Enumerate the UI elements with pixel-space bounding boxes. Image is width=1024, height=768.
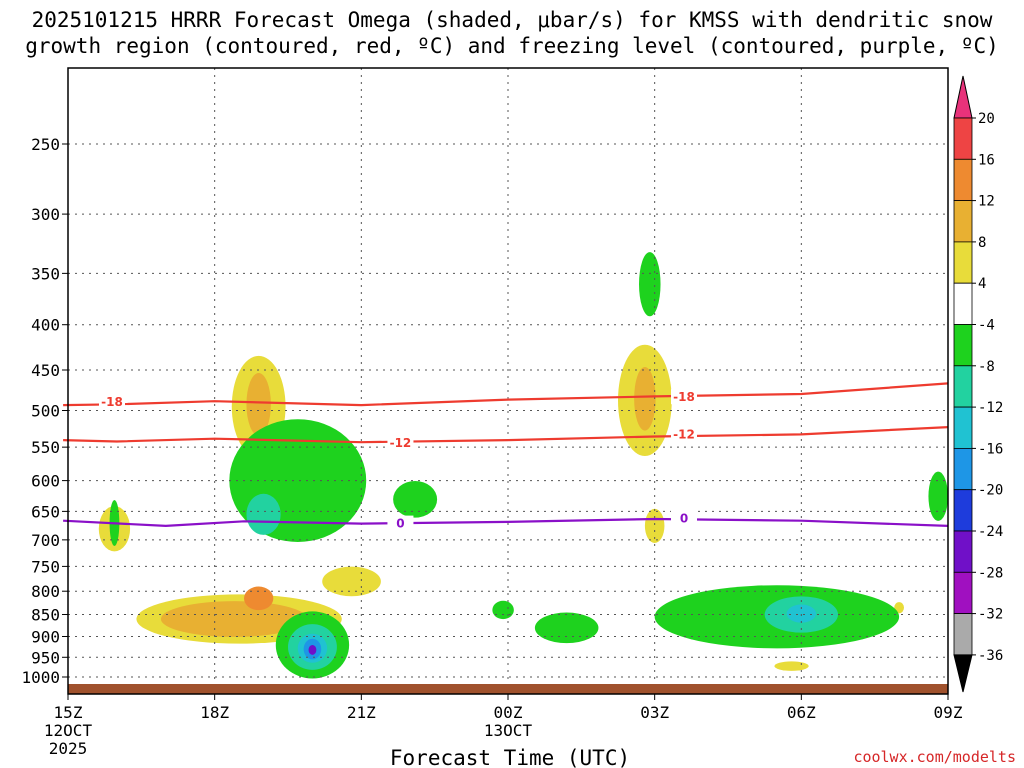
y-tick-label: 800 bbox=[31, 582, 60, 601]
colorbar-swatch bbox=[953, 613, 973, 656]
x-tick-label: 15Z bbox=[54, 703, 83, 722]
y-tick-label: 500 bbox=[31, 402, 60, 421]
dgz-contour-label-bg bbox=[387, 434, 414, 450]
colorbar-swatch bbox=[953, 447, 973, 491]
colorbar-swatch bbox=[953, 530, 973, 573]
ground-surface bbox=[68, 684, 948, 694]
title-line-2: growth region (contoured, red, ºC) and f… bbox=[25, 34, 999, 58]
y-tick-label: 450 bbox=[31, 361, 60, 380]
omega-region bbox=[246, 493, 281, 535]
chart-title: 2025101215 HRRR Forecast Omega (shaded, … bbox=[25, 8, 999, 58]
y-tick-label: 600 bbox=[31, 472, 60, 491]
omega-region bbox=[644, 508, 665, 543]
x-tick-label: 18Z bbox=[200, 703, 229, 722]
x-tick-date: 13OCT bbox=[484, 721, 533, 740]
colorbar-label: 4 bbox=[978, 276, 986, 292]
colorbar-swatch bbox=[953, 571, 973, 614]
y-tick-label: 900 bbox=[31, 627, 60, 646]
omega-region bbox=[928, 471, 948, 521]
colorbar-label: -8 bbox=[978, 359, 995, 375]
y-tick-label: 950 bbox=[31, 648, 60, 667]
colorbar-label: 16 bbox=[978, 152, 995, 168]
dgz-contour-label-bg bbox=[671, 389, 697, 405]
colorbar-top-arrow bbox=[953, 75, 973, 119]
colorbar-label: -24 bbox=[978, 524, 1003, 540]
omega-region bbox=[322, 566, 381, 597]
omega-region bbox=[894, 602, 904, 614]
colorbar-swatch bbox=[953, 406, 973, 449]
omega-region bbox=[492, 600, 514, 620]
omega-region bbox=[246, 372, 271, 436]
omega-region bbox=[243, 586, 274, 611]
omega-region bbox=[393, 481, 438, 518]
omega-region bbox=[160, 601, 308, 637]
colorbar-label: -36 bbox=[978, 648, 1003, 664]
axes: 250 300 350 400 450 500 550 600 650 700 750 800 850 9… bbox=[21, 67, 963, 758]
omega-region bbox=[634, 367, 656, 431]
dgz-contour-label-bg bbox=[671, 426, 697, 442]
colorbar-label: -12 bbox=[978, 400, 1003, 416]
dgz-contour-line bbox=[63, 382, 949, 407]
dgz-contour-label: -18 bbox=[101, 395, 123, 409]
colorbar-label: -4 bbox=[978, 318, 995, 334]
colorbar-label: 12 bbox=[978, 194, 995, 210]
omega-region bbox=[639, 252, 661, 317]
x-axis-label: Forecast Time (UTC) bbox=[390, 746, 630, 768]
freezing-contour-line bbox=[63, 517, 949, 528]
colorbar-label: 8 bbox=[978, 235, 986, 251]
y-tick-label: 850 bbox=[31, 606, 60, 625]
colorbar-swatch bbox=[953, 324, 973, 367]
colorbar-swatch bbox=[953, 365, 973, 408]
dgz-contour-line bbox=[63, 426, 949, 444]
freezing-contour-label-bg bbox=[387, 515, 414, 531]
y-tick-label: 250 bbox=[31, 135, 60, 154]
y-tick-label: 400 bbox=[31, 316, 60, 335]
freezing-contour-label: 0 bbox=[396, 517, 404, 531]
dgz-contour-label: -18 bbox=[673, 390, 695, 404]
omega-region bbox=[774, 661, 809, 671]
dgz-contour-label-bg bbox=[99, 393, 125, 409]
y-tick-label: 750 bbox=[31, 557, 60, 576]
colorbar-label: -32 bbox=[978, 607, 1003, 623]
x-tick-label: 21Z bbox=[347, 703, 376, 722]
colorbar-swatch bbox=[953, 117, 973, 160]
y-tick-label: 550 bbox=[31, 438, 60, 457]
colorbar-swatch bbox=[953, 489, 973, 532]
colorbar-swatch bbox=[953, 282, 973, 325]
y-tick-label: 700 bbox=[31, 531, 60, 550]
plot-area bbox=[67, 68, 949, 694]
colorbar-swatch bbox=[953, 158, 973, 202]
x-tick-date: 12OCT bbox=[44, 721, 93, 740]
x-tick-label: 03Z bbox=[640, 703, 669, 722]
x-tick-label: 09Z bbox=[934, 703, 963, 722]
dgz-contour-label: -12 bbox=[673, 427, 695, 441]
x-tick-label: 00Z bbox=[494, 703, 523, 722]
freezing-contour-label: 0 bbox=[680, 511, 688, 525]
colorbar-swatch bbox=[953, 241, 973, 284]
x-tick-label: 06Z bbox=[787, 703, 816, 722]
colorbar: 20 16 12 8 4 -4 -8 -12 -16 -20 -24 -28 -32 -36 bbox=[953, 75, 1003, 693]
x-tick-year: 2025 bbox=[49, 739, 88, 758]
colorbar-label: -28 bbox=[978, 565, 1003, 581]
y-tick-label: 1000 bbox=[21, 668, 60, 687]
credit-text: coolwx.com/modelts bbox=[853, 748, 1016, 766]
dgz-contour-label: -12 bbox=[390, 436, 412, 450]
colorbar-label: 20 bbox=[978, 111, 995, 127]
omega-region bbox=[308, 644, 317, 655]
colorbar-bottom-arrow bbox=[953, 654, 973, 693]
contour-layer: -18 -18 -12 -12 0 0 bbox=[63, 382, 949, 531]
colorbar-label: -16 bbox=[978, 441, 1003, 457]
shaded-field bbox=[98, 252, 948, 679]
y-tick-label: 300 bbox=[31, 205, 60, 224]
y-tick-label: 650 bbox=[31, 502, 60, 521]
y-tick-label: 350 bbox=[31, 264, 60, 283]
colorbar-label: -20 bbox=[978, 483, 1003, 499]
title-line-1: 2025101215 HRRR Forecast Omega (shaded, … bbox=[32, 8, 993, 32]
omega-region bbox=[534, 612, 599, 644]
freezing-contour-label-bg bbox=[671, 510, 697, 526]
omega-region bbox=[786, 604, 816, 623]
colorbar-swatch bbox=[953, 200, 973, 243]
